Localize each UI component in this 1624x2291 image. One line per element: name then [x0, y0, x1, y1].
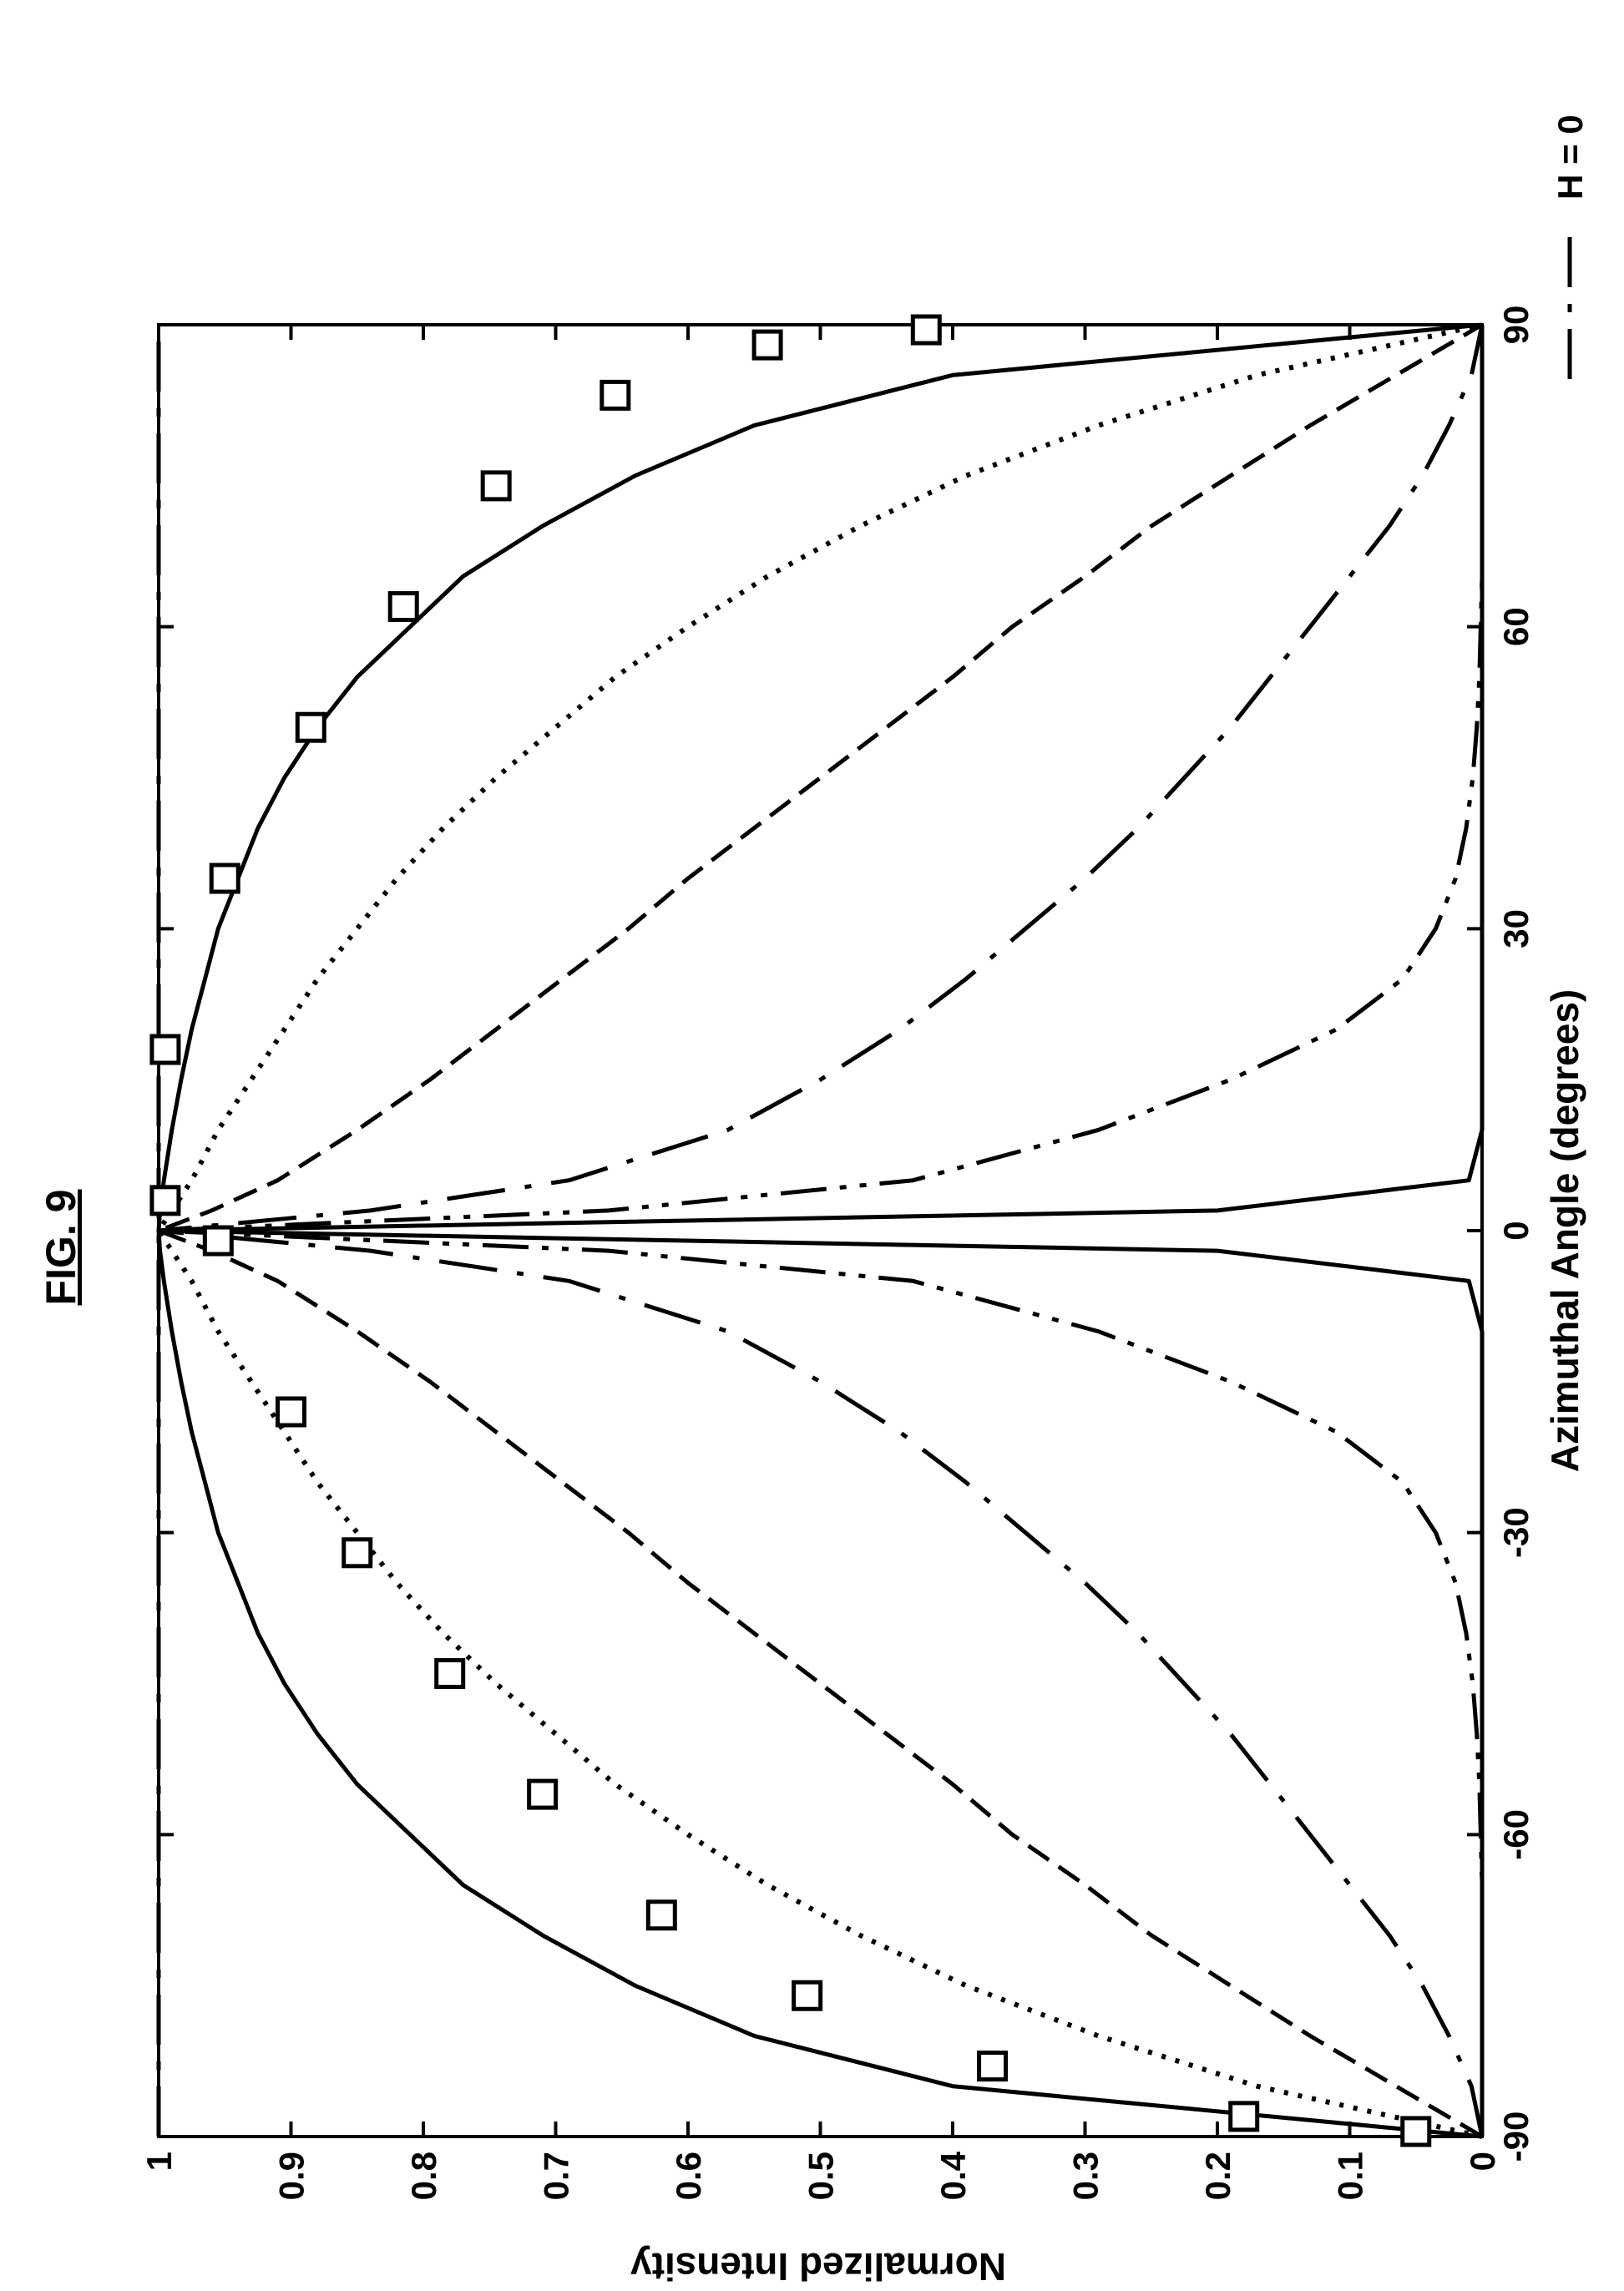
x-tick-label: 90	[1496, 306, 1535, 345]
x-tick-label: -60	[1496, 1809, 1535, 1860]
marker-square	[295, 711, 326, 743]
x-tick-label: 30	[1496, 909, 1535, 948]
x-tick-label: -30	[1496, 1507, 1535, 1558]
y-tick-label: 0.1	[1331, 2152, 1370, 2200]
x-tick-label: 60	[1496, 607, 1535, 646]
y-tick-label: 0.2	[1198, 2152, 1237, 2200]
marker-square	[792, 1980, 823, 2011]
marker-square	[387, 591, 419, 623]
marker-square	[977, 2051, 1009, 2082]
y-tick-label: 0.6	[669, 2152, 708, 2200]
x-axis-title: Azimuthal Angle (degrees)	[1543, 989, 1586, 1472]
marker-square	[434, 1657, 466, 1689]
marker-square	[527, 1778, 559, 1810]
marker-square	[209, 862, 240, 894]
marker-square	[1228, 2101, 1260, 2132]
marker-square	[910, 314, 942, 346]
series-line-7	[156, 325, 1485, 2137]
legend: H = 0H = 0.10H = 0.20H = 0.30H = 0.60H =…	[1551, 114, 1590, 379]
y-axis-ticks: 0 0.1 0.2 0.3 0.4 0.5 0.6 0.7 0.8 0.9 1	[139, 325, 1502, 2200]
series-line-3	[156, 322, 1483, 2139]
marker-square	[149, 1034, 181, 1065]
y-tick-label: 0	[1463, 2152, 1502, 2171]
legend-label-1: H = 0	[1551, 114, 1590, 200]
series-line-6	[156, 325, 1485, 2137]
marker-square	[480, 470, 512, 502]
figure-label: FIG. 9	[38, 1190, 84, 1306]
marker-square	[202, 1225, 234, 1257]
y-tick-label: 0.3	[1066, 2152, 1105, 2200]
plot-markers-group	[149, 314, 1432, 2147]
y-tick-label: 0.9	[272, 2152, 311, 2200]
marker-square	[751, 329, 783, 361]
marker-square	[645, 1899, 677, 1931]
y-tick-label: 0.8	[404, 2152, 443, 2200]
plot-series-group	[156, 322, 1485, 2139]
marker-square	[149, 1185, 181, 1216]
series-line-5	[156, 324, 1485, 2137]
series-line-4	[156, 322, 1484, 2139]
marker-square	[276, 1396, 306, 1428]
y-tick-label: 1	[139, 2152, 179, 2171]
marker-square	[341, 1537, 373, 1569]
y-tick-label: 0.4	[933, 2151, 973, 2200]
y-tick-label: 0.5	[802, 2152, 841, 2200]
y-axis-title: Normalized Intensity	[630, 2245, 1006, 2288]
y-tick-label: 0.7	[537, 2152, 576, 2200]
marker-square	[1400, 2116, 1432, 2147]
plot-frame	[157, 323, 1484, 2138]
marker-square	[600, 379, 631, 411]
x-tick-label: -90	[1496, 2111, 1535, 2162]
series-line-2	[156, 322, 1483, 2139]
x-tick-label: 0	[1496, 1221, 1535, 1240]
x-axis-ticks: -90 -60 -30 0 30 60 90	[159, 306, 1535, 2162]
